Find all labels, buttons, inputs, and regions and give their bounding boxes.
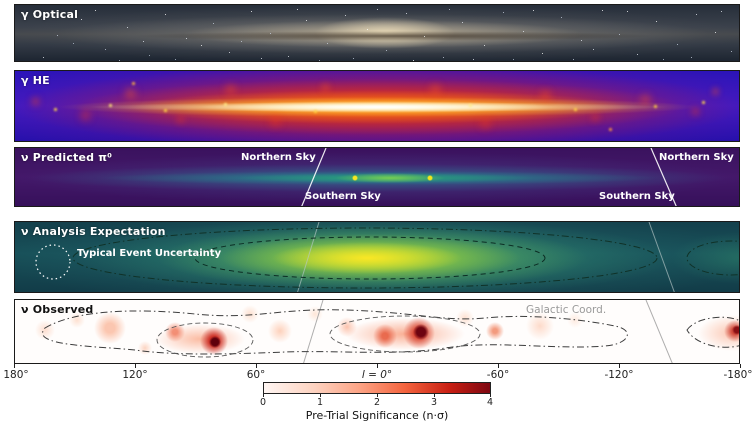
- panel-nu-expectation-label: ν Analysis Expectation: [21, 225, 166, 238]
- contour-dashed-inner: [194, 236, 546, 280]
- colorbar-tick-label: 4: [486, 397, 494, 408]
- sky-boundary-line-right: [645, 300, 673, 363]
- x-tick: [498, 364, 499, 368]
- panel-nu-expectation: ν Analysis Expectation Typical Event Unc…: [14, 221, 740, 293]
- colorbar-tick: [377, 394, 378, 397]
- significance-colorbar: [263, 382, 491, 394]
- x-tick-label: -120°: [604, 369, 634, 381]
- contour-dashdot-main: [42, 309, 628, 355]
- x-tick: [740, 364, 741, 368]
- contour-dashed-hotspot-center: [329, 315, 481, 353]
- panel-optical-label: γ Optical: [21, 8, 79, 21]
- colorbar-tick-label: 1: [316, 397, 324, 408]
- contour-dashdot-right: [686, 316, 739, 348]
- panel-nu-predicted-label: ν Predicted π⁰: [21, 151, 113, 164]
- colorbar-tick-label: 3: [430, 397, 438, 408]
- contour-dashed-hotspot-left: [156, 322, 254, 358]
- panel-nu-observed: ν Observed Galactic Coord.: [14, 299, 740, 364]
- x-tick: [377, 364, 378, 368]
- colorbar-tick-label: 2: [373, 397, 381, 408]
- northern-sky-label-right: Northern Sky: [659, 152, 734, 163]
- panel-nu-observed-label: ν Observed: [21, 303, 94, 316]
- southern-sky-label-left: Southern Sky: [305, 191, 381, 202]
- x-tick: [14, 364, 15, 368]
- colorbar-tick-label: 0: [259, 397, 267, 408]
- northern-sky-label-left: Northern Sky: [241, 152, 316, 163]
- x-tick-label: 60°: [246, 369, 266, 381]
- panel-nu-predicted: ν Predicted π⁰ Northern Sky Northern Sky…: [14, 147, 740, 207]
- x-tick-label-l0: l = 0°: [361, 369, 393, 381]
- event-uncertainty-label: Typical Event Uncertainty: [77, 248, 222, 259]
- x-tick-label: 120°: [122, 369, 148, 381]
- panel-gamma-he-label: γ HE: [21, 74, 50, 87]
- panel-gamma-he: γ HE: [14, 70, 740, 142]
- sky-boundary-line-right: [648, 222, 675, 292]
- x-tick-label: -60°: [486, 369, 510, 381]
- x-tick: [256, 364, 257, 368]
- colorbar-tick: [490, 394, 491, 397]
- sky-boundary-line-left: [303, 300, 324, 363]
- contour-dashdot-right: [686, 240, 739, 276]
- colorbar-axis-label: Pre-Trial Significance (n·σ): [305, 409, 449, 422]
- colorbar-tick: [434, 394, 435, 397]
- sky-boundary-line-left: [297, 222, 320, 292]
- galactic-coord-label: Galactic Coord.: [526, 304, 607, 316]
- panel-optical: γ Optical: [14, 4, 740, 62]
- colorbar-tick: [320, 394, 321, 397]
- southern-sky-label-right: Southern Sky: [599, 191, 675, 202]
- observed-contour-overlay: [42, 300, 739, 363]
- x-tick: [135, 364, 136, 368]
- event-uncertainty-circle: [35, 244, 71, 280]
- colorbar-tick: [263, 394, 264, 397]
- x-tick-label: 180°: [3, 369, 29, 381]
- x-tick: [619, 364, 620, 368]
- x-tick-label: -180°: [723, 369, 753, 381]
